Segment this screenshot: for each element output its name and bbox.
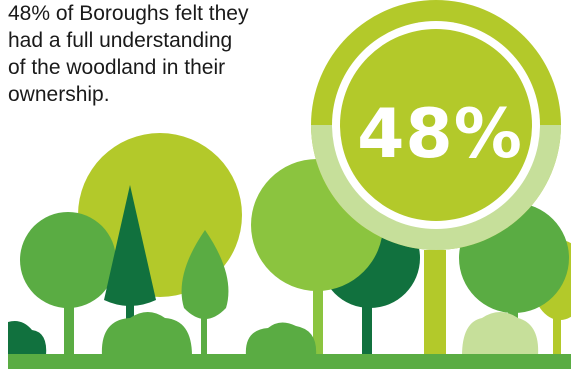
caption-line: ownership. — [8, 83, 110, 106]
gauge-ring-icon — [311, 0, 561, 360]
ground-strip — [8, 354, 571, 369]
bush-icon — [245, 322, 317, 356]
bush-icon — [462, 312, 539, 356]
stat-caption: 48% of Boroughs felt they had a full und… — [8, 0, 308, 108]
stat-value: 48% — [357, 95, 523, 174]
deciduous-tree-icon — [181, 230, 229, 360]
bush-icon — [101, 312, 192, 356]
caption-line: had a full understanding — [8, 29, 233, 52]
caption-line: of the woodland in their — [8, 56, 226, 79]
bush-icon — [8, 321, 47, 356]
deciduous-tree-icon — [20, 212, 116, 360]
caption-line: 48% of Boroughs felt they — [8, 2, 249, 25]
